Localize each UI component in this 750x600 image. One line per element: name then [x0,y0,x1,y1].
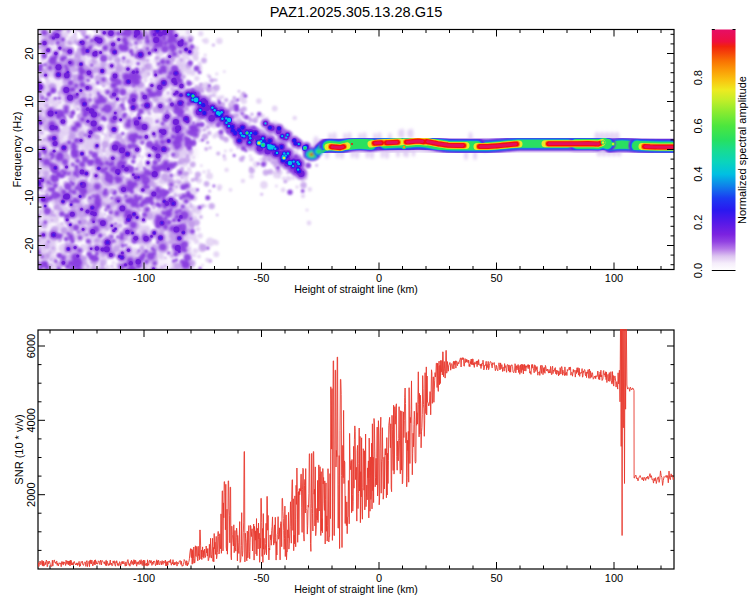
svg-text:0: 0 [376,572,382,584]
svg-text:-50: -50 [254,272,270,284]
svg-text:4000: 4000 [25,408,37,432]
svg-text:Height of straight line (km): Height of straight line (km) [294,583,418,595]
svg-text:0: 0 [23,146,35,152]
svg-text:-10: -10 [23,190,35,206]
svg-text:0.8: 0.8 [692,70,704,85]
svg-text:6000: 6000 [25,334,37,358]
svg-text:0.4: 0.4 [692,166,704,181]
svg-text:100: 100 [605,572,623,584]
svg-text:10: 10 [23,95,35,107]
svg-text:Normalized spectral amplitude: Normalized spectral amplitude [736,76,748,224]
svg-text:SNR (10 * v/v): SNR (10 * v/v) [13,414,25,484]
svg-text:0.2: 0.2 [692,215,704,230]
svg-text:-100: -100 [133,272,155,284]
svg-text:50: 50 [490,272,502,284]
svg-text:20: 20 [23,47,35,59]
svg-text:100: 100 [605,272,623,284]
svg-text:50: 50 [490,572,502,584]
svg-text:-50: -50 [254,572,270,584]
svg-text:-20: -20 [23,238,35,254]
svg-text:0.0: 0.0 [692,263,704,278]
svg-text:PAZ1.2025.305.13.28.G15: PAZ1.2025.305.13.28.G15 [270,4,443,20]
svg-text:2000: 2000 [25,482,37,506]
svg-text:0: 0 [376,272,382,284]
svg-text:Height of straight line (km): Height of straight line (km) [294,283,418,295]
svg-text:0.6: 0.6 [692,118,704,133]
svg-text:-100: -100 [133,572,155,584]
svg-text:Frequency (Hz): Frequency (Hz) [11,112,23,188]
